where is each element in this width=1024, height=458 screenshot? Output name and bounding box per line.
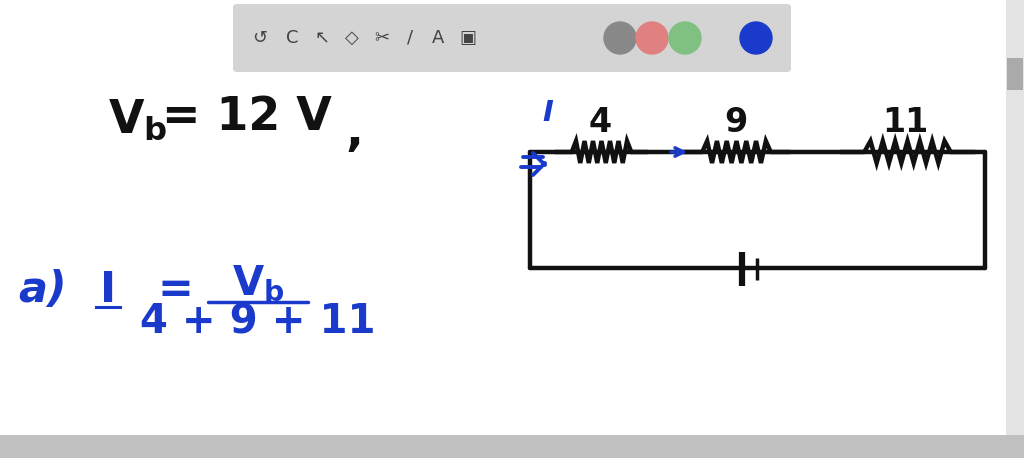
Text: C: C: [286, 29, 298, 47]
Text: I: I: [100, 269, 116, 311]
Text: ↺: ↺: [253, 29, 267, 47]
Circle shape: [669, 22, 701, 54]
Text: A: A: [432, 29, 444, 47]
Text: ▣: ▣: [460, 29, 476, 47]
Text: $\mathregular{V_b}$: $\mathregular{V_b}$: [108, 98, 168, 142]
Text: ,: ,: [345, 109, 362, 154]
Text: 9: 9: [724, 107, 748, 140]
Text: /: /: [407, 29, 413, 47]
FancyBboxPatch shape: [233, 4, 791, 72]
Circle shape: [636, 22, 668, 54]
Text: = 12 V: = 12 V: [162, 96, 332, 141]
Circle shape: [740, 22, 772, 54]
Bar: [0, 435, 1024, 458]
Text: 4: 4: [589, 107, 611, 140]
Text: a): a): [18, 269, 67, 311]
Bar: [1006, 0, 1024, 435]
Circle shape: [604, 22, 636, 54]
Text: 4 + 9 + 11: 4 + 9 + 11: [140, 303, 376, 343]
Text: I: I: [543, 99, 553, 127]
Text: ✂: ✂: [375, 29, 389, 47]
Text: =: =: [158, 269, 194, 311]
Text: 11: 11: [882, 105, 928, 138]
Text: ↖: ↖: [314, 29, 330, 47]
Text: $\mathregular{V_b}$: $\mathregular{V_b}$: [231, 263, 285, 303]
Bar: [1007, 58, 1023, 90]
Text: ◇: ◇: [345, 29, 359, 47]
